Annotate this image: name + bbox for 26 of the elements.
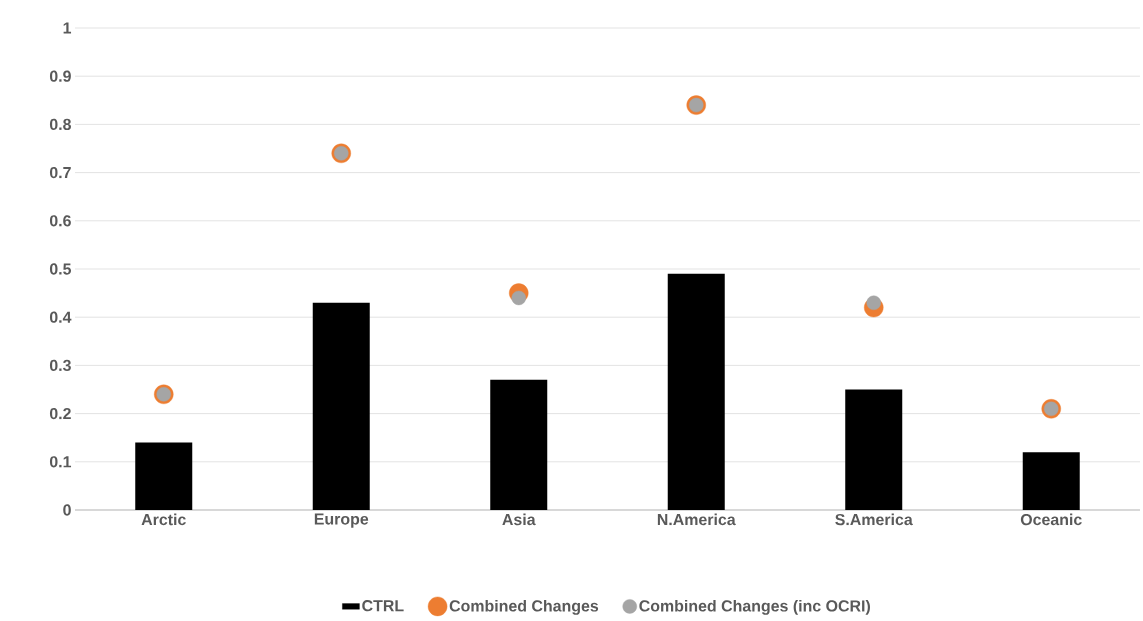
y-tick-label: 0 (63, 504, 71, 516)
bar (667, 273, 725, 510)
y-tick-label: 0.9 (49, 70, 71, 82)
bar (135, 442, 193, 510)
x-tick-label: Arctic (141, 513, 186, 526)
y-tick-label: 0.2 (49, 407, 71, 420)
legend-label: Combined Changes (inc OCRI) (639, 599, 870, 615)
x-tick-label: Oceanic (1020, 513, 1082, 526)
y-tick-label: 0.7 (49, 166, 71, 179)
y-tick-label: 0.4 (49, 311, 72, 323)
legend-label: CTRL (362, 600, 404, 612)
x-tick-label: N.America (657, 513, 736, 526)
x-tick-label: Europe (314, 513, 369, 528)
bar (845, 389, 903, 510)
bar (1022, 452, 1080, 510)
y-tick-label: 0.5 (49, 263, 72, 275)
y-tick-label: 1 (63, 22, 72, 34)
x-tick-label: S.America (835, 513, 913, 526)
y-tick-label: 0.8 (49, 118, 71, 131)
bar (312, 302, 370, 510)
y-tick-label: 0.6 (49, 215, 71, 227)
x-tick-label: Asia (502, 513, 536, 526)
bar (490, 379, 548, 510)
y-tick-label: 0.3 (49, 359, 71, 372)
y-tick-label: 0.1 (49, 456, 72, 468)
legend-label: Combined Changes (449, 599, 599, 615)
